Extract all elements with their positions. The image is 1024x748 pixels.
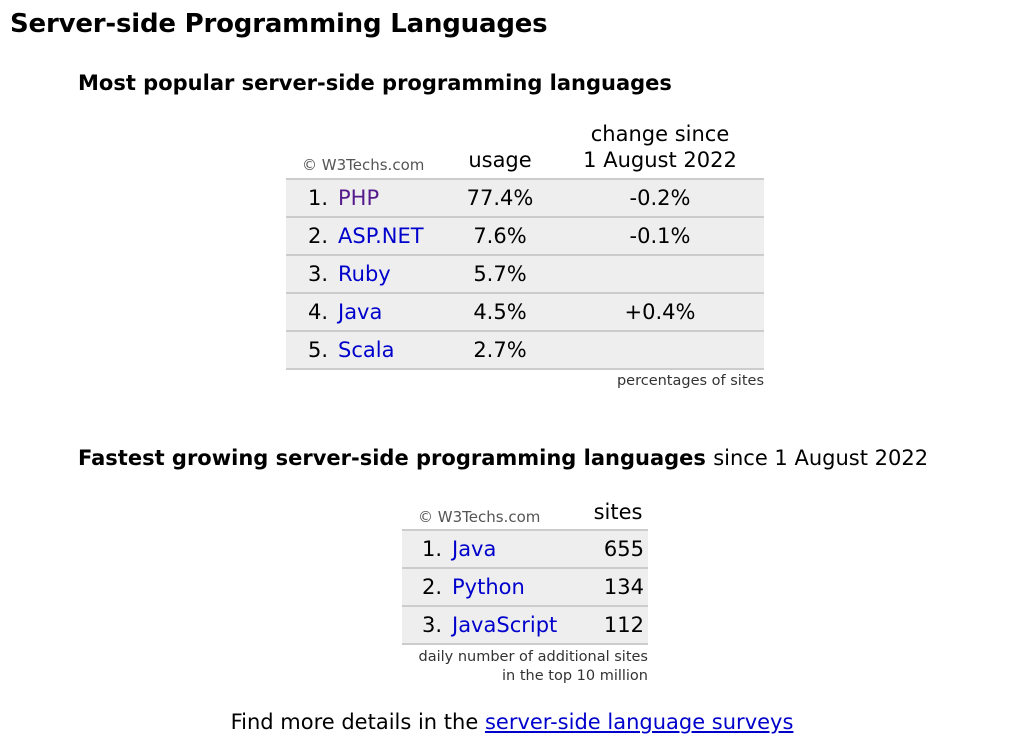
growing-title-bold: Fastest growing server-side programming … xyxy=(78,446,706,470)
usage-value: 7.6% xyxy=(473,224,527,248)
rank: 3. xyxy=(308,262,329,286)
change-value: -0.1% xyxy=(629,224,691,248)
table-row: 3. Ruby 5.7% xyxy=(286,254,764,292)
language-link-ruby[interactable]: Ruby xyxy=(338,262,391,286)
table-row: 1. Java 655 xyxy=(402,529,648,567)
usage-value: 2.7% xyxy=(473,338,527,362)
language-link-aspnet[interactable]: ASP.NET xyxy=(338,224,424,248)
popular-copyright: © W3Techs.com xyxy=(302,156,425,174)
usage-value: 77.4% xyxy=(466,186,534,210)
change-header-line1: change since xyxy=(590,122,730,146)
page-title: Server-side Programming Languages xyxy=(10,9,548,39)
language-link-php[interactable]: PHP xyxy=(338,186,380,210)
growing-footnote: daily number of additional sites in the … xyxy=(380,648,649,686)
table-row: 2. Python 134 xyxy=(402,567,648,605)
usage-value: 5.7% xyxy=(473,262,527,286)
change-value: +0.4% xyxy=(624,300,696,324)
sites-value: 134 xyxy=(603,575,644,599)
growing-footnote-line1: daily number of additional sites xyxy=(418,649,649,665)
table-row: 4. Java 4.5% +0.4% xyxy=(286,292,764,330)
language-link-java[interactable]: Java xyxy=(338,300,383,324)
rank: 2. xyxy=(422,575,443,599)
table-row: 2. ASP.NET 7.6% -0.1% xyxy=(286,216,764,254)
table-row: 5. Scala 2.7% xyxy=(286,330,764,370)
rank: 3. xyxy=(422,613,443,637)
popular-section-title: Most popular server-side programming lan… xyxy=(78,71,672,95)
language-link-python[interactable]: Python xyxy=(452,575,525,599)
usage-column-header: usage xyxy=(468,148,532,172)
growing-title-since: since 1 August 2022 xyxy=(713,446,929,470)
change-value xyxy=(560,256,760,292)
rank: 5. xyxy=(308,338,329,362)
sites-value: 112 xyxy=(603,613,644,637)
rank: 1. xyxy=(422,537,443,561)
change-value: -0.2% xyxy=(629,186,691,210)
survey-link[interactable]: server-side language surveys xyxy=(484,710,794,734)
language-link-scala[interactable]: Scala xyxy=(338,338,395,362)
growing-copyright: © W3Techs.com xyxy=(418,508,541,526)
rank: 4. xyxy=(308,300,329,324)
table-row: 3. JavaScript 112 xyxy=(402,605,648,645)
language-link-java[interactable]: Java xyxy=(452,537,497,561)
sites-column-header: sites xyxy=(593,500,643,524)
rank: 2. xyxy=(308,224,329,248)
table-row: 1. PHP 77.4% -0.2% xyxy=(286,178,764,216)
growing-footnote-line2: in the top 10 million xyxy=(502,668,648,684)
rank: 1. xyxy=(308,186,329,210)
usage-value: 4.5% xyxy=(473,300,527,324)
change-value xyxy=(560,332,760,368)
footer: Find more details in the server-side lan… xyxy=(0,710,1024,734)
language-link-javascript[interactable]: JavaScript xyxy=(452,613,558,637)
change-header-line2: 1 August 2022 xyxy=(583,148,737,172)
popular-footnote: percentages of sites xyxy=(616,373,764,389)
footer-text: Find more details in the xyxy=(230,710,479,734)
sites-value: 655 xyxy=(603,537,644,561)
change-column-header: change since 1 August 2022 xyxy=(560,121,760,173)
growing-section-title: Fastest growing server-side programming … xyxy=(78,446,928,470)
